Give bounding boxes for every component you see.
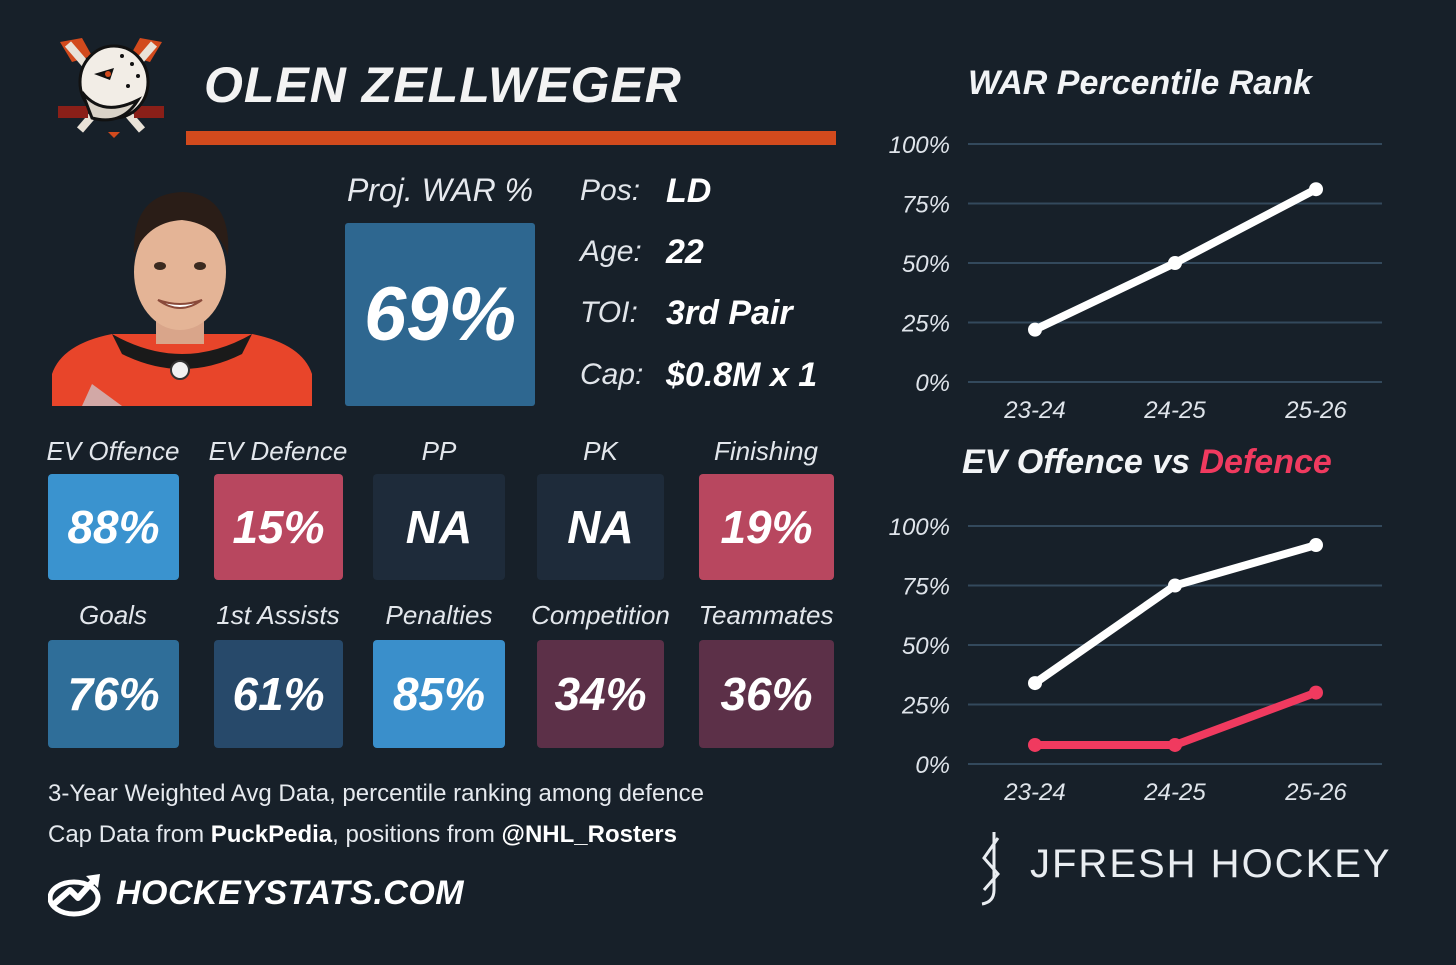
stat-label-1st-assists: 1st Assists [216,600,340,630]
chart2-ytick-label: 25% [901,693,950,720]
chart2-ytick-label: 75% [902,574,950,601]
chart1-ytick-label: 0% [915,370,950,397]
credits-text-1: Cap Data from [48,821,211,848]
stat-label-pp: PP [421,436,457,466]
info-cap-label: Cap: [580,358,644,391]
chart1-xtick-label: 24-25 [1143,397,1206,424]
chart1-xtick-label: 23-24 [1003,397,1065,424]
chart2-xtick-label: 25-26 [1284,779,1347,806]
info-pos-value: LD [666,172,712,210]
ev-offence-defence-chart: 0% 25% 50% 75% 100% 23-24 24-25 25-26 [889,514,1382,806]
jfresh-logo-icon [981,832,1000,906]
team-logo [58,38,164,138]
proj-war-label: Proj. WAR % [346,172,534,208]
chart1-xtick-label: 25-26 [1284,397,1347,424]
footnote-data-source: 3-Year Weighted Avg Data, percentile ran… [48,780,704,807]
chart2-data-point [1309,538,1323,553]
stat-tile-teammates: 36% [699,640,834,748]
stat-tile-goals: 76% [48,640,179,748]
info-toi-label: TOI: [580,296,638,329]
info-age-label: Age: [580,235,642,268]
info-toi-value: 3rd Pair [666,294,793,332]
chart2-title-offence: EV Offence vs [962,443,1200,481]
chart2-data-point [1028,737,1042,752]
stat-label-goals: Goals [79,600,147,630]
stat-label-pk: PK [583,436,618,466]
credits-puckpedia: PuckPedia [210,821,333,848]
stat-label-penalties: Penalties [385,600,493,630]
stat-tile-ev-defence: 15% [214,474,343,580]
chart2-title-defence: Defence [1199,443,1332,481]
chart1-ytick-label: 50% [902,251,950,278]
chart1-data-point [1309,182,1323,197]
chart2-series-line-0 [1031,541,1320,688]
war-percentile-chart: 0% 25% 50% 75% 100% 23-24 24-25 25-26 [889,132,1382,424]
stat-label-ev-offence: EV Offence [46,436,180,466]
chart1-ytick-label: 75% [902,192,950,219]
chart2-title: EV Offence vs Defence [962,443,1332,482]
stat-tile-ev-offence: 88% [48,474,179,580]
stat-label-finishing: Finishing [713,436,819,466]
chart1-data-point [1028,322,1042,337]
chart2-data-point [1028,676,1042,691]
info-cap-value: $0.8M x 1 [666,356,818,394]
credits-text-2: , positions from [332,821,502,848]
chart2-ytick-label: 100% [889,514,950,541]
player-headshot [52,192,312,406]
credits-nhl-rosters: @NHL_Rosters [501,821,677,848]
chart2-data-point [1168,737,1182,752]
chart2-ytick-label: 0% [915,752,950,779]
jfresh-hockey-brand: JFRESH HOCKEY [1030,842,1392,886]
footnote-credits: Cap Data from PuckPedia, positions from … [48,821,677,849]
stat-tile-competition: 34% [537,640,664,748]
chart1-title: WAR Percentile Rank [968,64,1312,102]
info-pos-label: Pos: [580,174,641,207]
chart1-data-point [1168,256,1182,270]
hockeystats-logo-icon [48,874,101,917]
chart2-ytick-label: 50% [902,633,950,660]
proj-war-tile: 69% [345,223,535,406]
stat-label-teammates: Teammates [698,600,834,630]
stat-tile-1st-assists: 61% [214,640,343,748]
info-age-value: 22 [666,233,704,271]
hockeystats-brand: HOCKEYSTATS.COM [116,874,465,912]
stat-tile-pk: NA [537,474,664,580]
chart1-ytick-label: 25% [901,311,950,338]
chart1-ytick-label: 100% [889,132,950,159]
stat-label-competition: Competition [531,600,670,630]
player-name: OLEN ZELLWEGER [204,57,682,113]
stat-tile-finishing: 19% [699,474,834,580]
chart2-series-line-1 [1031,688,1320,749]
stat-tile-pp: NA [373,474,505,580]
proj-war-value: 69% [363,272,517,357]
chart2-xtick-label: 23-24 [1003,779,1065,806]
chart2-data-point [1309,685,1323,700]
title-underline-bar [186,131,836,145]
chart2-data-point [1168,578,1182,593]
chart2-xtick-label: 24-25 [1143,779,1206,806]
stat-label-ev-defence: EV Defence [208,436,348,466]
stat-tile-penalties: 85% [373,640,505,748]
